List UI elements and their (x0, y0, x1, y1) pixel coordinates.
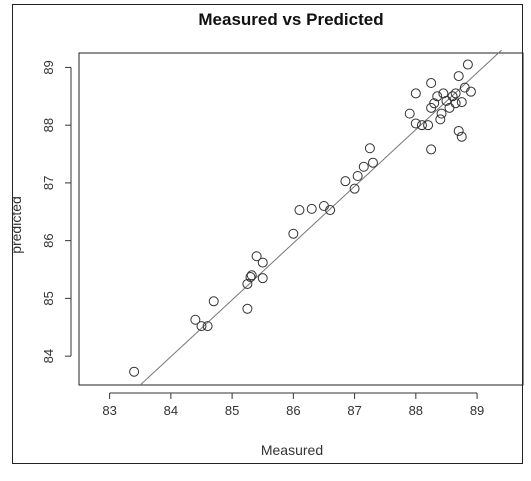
data-point (367, 157, 378, 168)
data-point (436, 108, 447, 119)
data-point (450, 88, 461, 99)
y-axis-title: predicted (13, 196, 24, 254)
data-point (349, 183, 360, 194)
x-axis: 83 84 85 86 87 88 89 (102, 392, 484, 418)
x-tick-label: 88 (409, 403, 423, 418)
data-point (416, 120, 427, 131)
data-point (202, 321, 213, 332)
y-axis: 84 85 86 87 88 89 (41, 60, 72, 363)
data-point (245, 272, 256, 283)
data-point (410, 118, 421, 129)
data-point (450, 98, 461, 109)
data-point (453, 71, 464, 82)
data-point (288, 228, 299, 239)
data-point (426, 144, 437, 155)
data-point (364, 143, 375, 154)
data-point (208, 296, 219, 307)
y-tick-label: 88 (41, 118, 56, 132)
data-point (423, 120, 434, 131)
x-tick-label: 87 (347, 403, 361, 418)
data-point (465, 86, 476, 97)
fit-line-layer (139, 49, 502, 386)
data-point (325, 205, 336, 216)
data-point (129, 366, 140, 377)
data-point (196, 321, 207, 332)
y-tick-label: 85 (41, 291, 56, 305)
data-point (453, 125, 464, 136)
data-point (456, 131, 467, 142)
y-tick-label: 89 (41, 60, 56, 74)
data-point (257, 257, 268, 268)
data-point (242, 303, 253, 314)
data-point (462, 59, 473, 70)
chart-frame: Measured vs Predicted 83 84 85 86 87 88 89 84 8… (12, 4, 524, 464)
data-point (358, 161, 369, 172)
data-point (426, 78, 437, 89)
data-point (429, 98, 440, 109)
plot-area (78, 52, 524, 386)
y-tick-label: 86 (41, 233, 56, 247)
x-axis-title: Measured (261, 442, 323, 458)
x-tick-label: 83 (102, 403, 116, 418)
data-point (246, 270, 257, 281)
x-tick-label: 84 (164, 403, 178, 418)
x-tick-label: 89 (470, 403, 484, 418)
data-point (318, 201, 329, 212)
y-tick-label: 84 (41, 349, 56, 363)
data-point (432, 91, 443, 102)
x-tick-label: 85 (225, 403, 239, 418)
y-tick-label: 87 (41, 176, 56, 190)
data-point (410, 88, 421, 99)
data-point (257, 273, 268, 284)
data-point (306, 203, 317, 214)
chart: Measured vs Predicted 83 84 85 86 87 88 89 848… (13, 10, 524, 458)
data-point (340, 176, 351, 187)
data-point (447, 91, 458, 102)
data-point (190, 314, 201, 325)
data-point (294, 205, 305, 216)
chart-title: Measured vs Predicted (198, 10, 383, 29)
data-points-layer (129, 59, 476, 377)
data-point (456, 97, 467, 108)
fit-line (139, 49, 502, 386)
data-point (352, 170, 363, 181)
data-point (435, 114, 446, 125)
data-point (404, 108, 415, 119)
x-tick-label: 86 (286, 403, 300, 418)
data-point (242, 278, 253, 289)
data-point (251, 251, 262, 262)
